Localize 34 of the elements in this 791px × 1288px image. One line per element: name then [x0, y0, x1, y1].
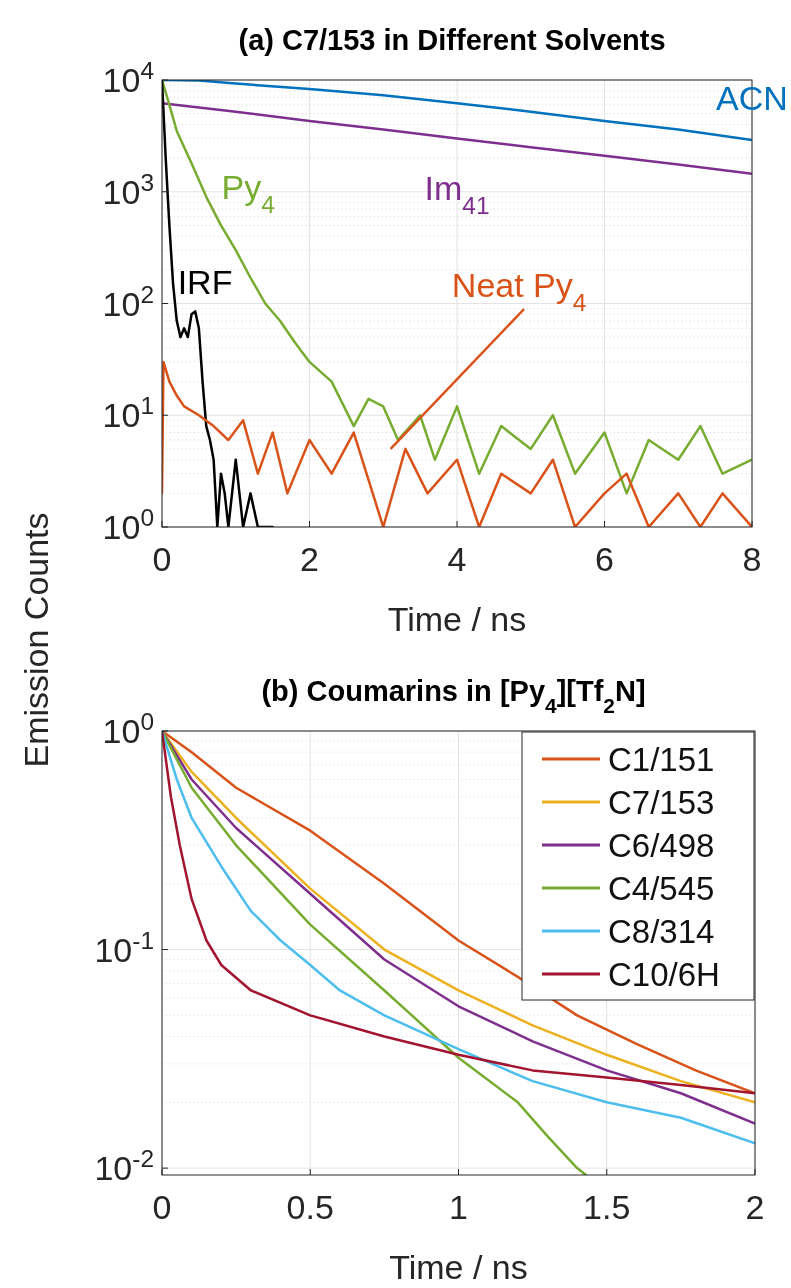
legend-label: C1/151: [608, 741, 715, 778]
y-axis-title: Emission Counts: [17, 512, 55, 768]
x-tick-label: 2: [300, 540, 319, 578]
chart-title: (b) Coumarins in [Py$_{4}$][Tf$_{2}$N]: [261, 675, 646, 717]
chart-title: (a) C7/153 in Different Solvents: [238, 24, 666, 56]
x-tick-label: 2: [745, 1188, 765, 1226]
x-tick-label: 1: [449, 1188, 468, 1226]
x-tick-label: 0.5: [286, 1188, 334, 1226]
legend-label: C10/6H: [608, 956, 720, 993]
legend-label: C8/314: [608, 913, 715, 950]
y-tick-label: 10$^{-1}$: [94, 926, 154, 969]
x-tick-label: 4: [447, 540, 467, 578]
y-tick-label: 10$^{0}$: [102, 503, 154, 546]
y-tick-label: 10$^{4}$: [102, 56, 154, 99]
legend-label: C4/545: [608, 870, 715, 907]
series-label: Im$_{41}$: [424, 169, 490, 219]
text: Neat Py$_{4}$: [451, 266, 587, 316]
x-tick-label: 8: [742, 540, 762, 578]
x-tick-label: 6: [595, 540, 614, 578]
x-tick-label: 0: [152, 1188, 172, 1226]
x-axis-title: Time / ns: [389, 1248, 528, 1286]
y-tick-label: 10$^{-2}$: [94, 1144, 154, 1188]
y-tick-label: 10$^{2}$: [102, 280, 154, 323]
series-label: ACN: [716, 79, 788, 118]
y-tick-label: 10$^{3}$: [102, 168, 154, 211]
series-label: Py$_{4}$: [221, 167, 275, 218]
y-tick-label: 10$^{1}$: [102, 391, 154, 435]
legend-label: C6/498: [608, 827, 715, 864]
x-tick-label: 0: [152, 540, 172, 578]
series-label: IRF: [177, 262, 233, 301]
x-axis-title: Time / ns: [387, 600, 527, 638]
y-tick-label: 10$^{0}$: [102, 707, 154, 750]
x-tick-label: 1.5: [583, 1188, 631, 1226]
legend-label: C7/153: [608, 784, 715, 821]
